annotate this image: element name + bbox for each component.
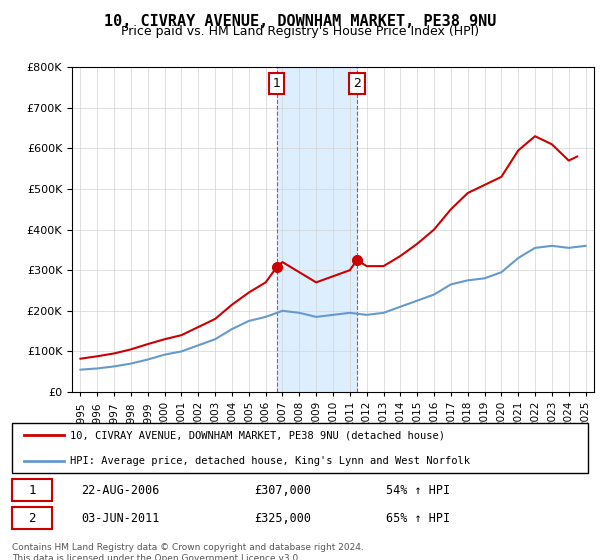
Text: £307,000: £307,000 <box>254 483 311 497</box>
Text: 1: 1 <box>272 77 281 90</box>
Text: 10, CIVRAY AVENUE, DOWNHAM MARKET, PE38 9NU (detached house): 10, CIVRAY AVENUE, DOWNHAM MARKET, PE38 … <box>70 431 445 440</box>
Text: 2: 2 <box>28 511 36 525</box>
Text: 54% ↑ HPI: 54% ↑ HPI <box>386 483 451 497</box>
Text: £325,000: £325,000 <box>254 511 311 525</box>
FancyBboxPatch shape <box>12 507 52 529</box>
Text: 22-AUG-2006: 22-AUG-2006 <box>81 483 160 497</box>
Text: 2: 2 <box>353 77 361 90</box>
FancyBboxPatch shape <box>12 479 52 501</box>
Text: 1: 1 <box>28 483 36 497</box>
Bar <box>277 67 357 392</box>
Text: 03-JUN-2011: 03-JUN-2011 <box>81 511 160 525</box>
Text: Contains HM Land Registry data © Crown copyright and database right 2024.
This d: Contains HM Land Registry data © Crown c… <box>12 543 364 560</box>
Text: 65% ↑ HPI: 65% ↑ HPI <box>386 511 451 525</box>
Text: HPI: Average price, detached house, King's Lynn and West Norfolk: HPI: Average price, detached house, King… <box>70 456 470 465</box>
FancyBboxPatch shape <box>12 423 588 473</box>
Text: Price paid vs. HM Land Registry's House Price Index (HPI): Price paid vs. HM Land Registry's House … <box>121 25 479 38</box>
Text: 10, CIVRAY AVENUE, DOWNHAM MARKET, PE38 9NU: 10, CIVRAY AVENUE, DOWNHAM MARKET, PE38 … <box>104 14 496 29</box>
